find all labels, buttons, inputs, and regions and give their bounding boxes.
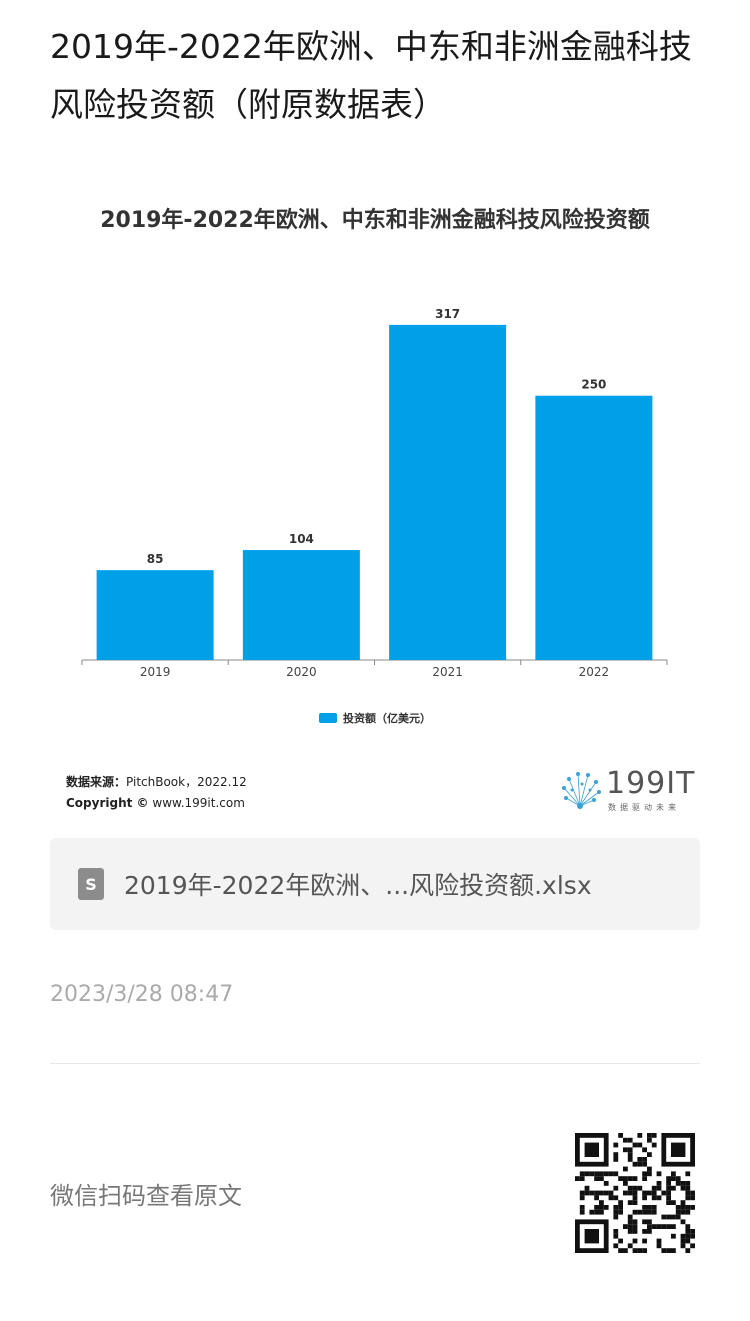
attachment-file[interactable]: S 2019年-2022年欧洲、...风险投资额.xlsx bbox=[50, 838, 700, 930]
source-label: 数据来源： bbox=[66, 775, 127, 789]
chart-image: 85 2019 104 2020 317 2021 250 2022 2019年-2022年欧… bbox=[50, 180, 700, 820]
logo-dandelion-icon bbox=[562, 772, 601, 809]
chart-source: 数据来源：PitchBook，2022.12 Copyright © www.1… bbox=[66, 772, 247, 814]
tick-label-2020: 2020 bbox=[286, 665, 317, 679]
data-label-2022: 250 bbox=[581, 378, 606, 392]
tick-label-2021: 2021 bbox=[432, 665, 463, 679]
logo-tagline: 数据驱动未来 bbox=[608, 803, 680, 812]
brand-logo: 199IT 数据驱动未来 bbox=[556, 766, 694, 816]
article-title: 2019年-2022年欧洲、中东和非洲金融科技风险投资额（附原数据表） bbox=[50, 27, 692, 124]
source-text: PitchBook，2022.12 bbox=[126, 775, 247, 789]
spreadsheet-file-icon: S bbox=[78, 868, 104, 900]
legend-swatch bbox=[319, 713, 337, 723]
bar-2020 bbox=[242, 550, 360, 660]
data-label-2021: 317 bbox=[435, 307, 460, 321]
copyright-text: www.199it.com bbox=[152, 796, 245, 810]
tick-label-2022: 2022 bbox=[579, 665, 610, 679]
chart-legend: 投资额（亿美元） bbox=[50, 710, 700, 726]
bar-2022 bbox=[535, 395, 653, 660]
bar-chart: 85 2019 104 2020 317 2021 250 2022 bbox=[81, 307, 668, 679]
divider bbox=[50, 1063, 700, 1064]
chart-title: 2019年-2022年欧洲、中东和非洲金融科技风险投资额 bbox=[100, 208, 650, 233]
qr-scan-label: 微信扫码查看原文 bbox=[50, 1182, 242, 1210]
tick-label-2019: 2019 bbox=[140, 665, 171, 679]
data-label-2019: 85 bbox=[147, 552, 164, 566]
copyright-label: Copyright © bbox=[66, 796, 149, 810]
legend-label: 投资额（亿美元） bbox=[343, 712, 431, 725]
publish-timestamp: 2023/3/28 08:47 bbox=[50, 982, 234, 1007]
attachment-file-name: 2019年-2022年欧洲、...风险投资额.xlsx bbox=[124, 871, 592, 900]
bar-2019 bbox=[96, 570, 214, 660]
data-label-2020: 104 bbox=[289, 532, 314, 546]
logo-text: 199IT bbox=[606, 766, 696, 801]
qr-code-icon[interactable] bbox=[575, 1133, 695, 1253]
bar-2021 bbox=[389, 324, 507, 660]
